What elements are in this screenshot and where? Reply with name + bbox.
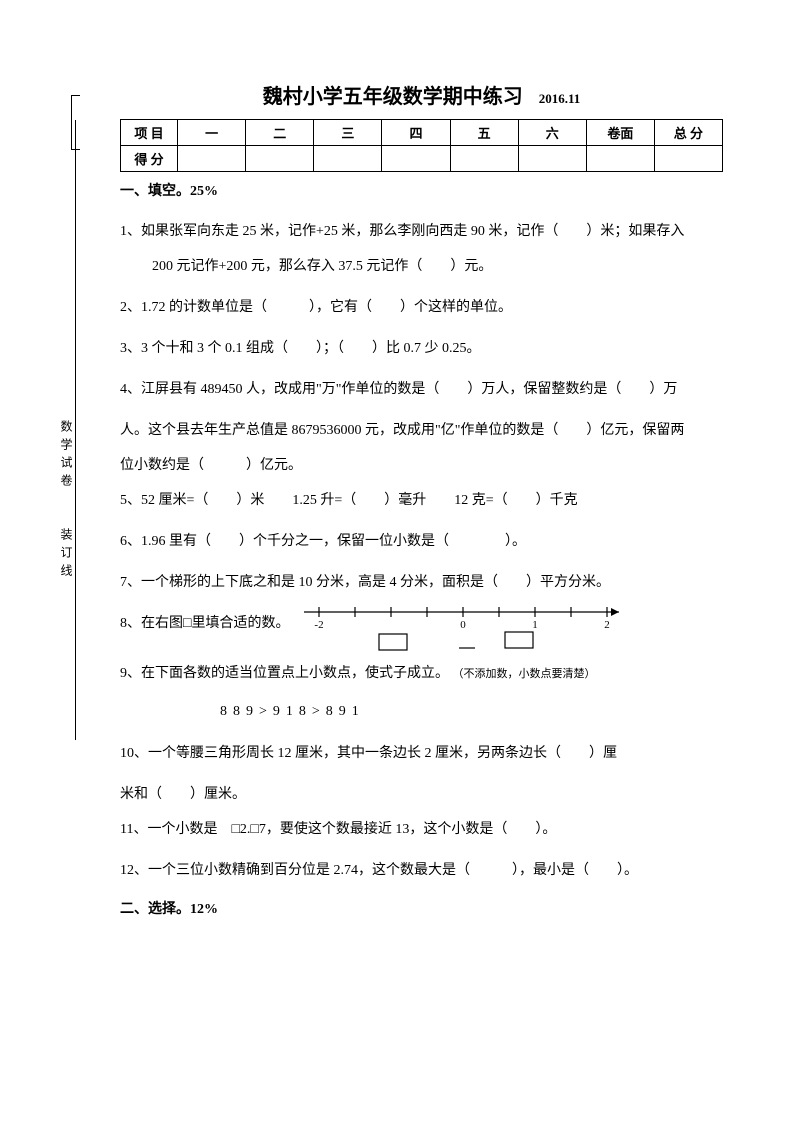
q4-line2: 人。这个县去年生产总值是 8679536000 元，改成用"亿"作单位的数是（ …: [120, 413, 723, 448]
td-blank: [518, 146, 586, 172]
svg-text:0: 0: [461, 619, 467, 631]
td-blank: [246, 146, 314, 172]
table-row: 项 目 一 二 三 四 五 六 卷面 总 分: [121, 120, 723, 146]
table-row: 得 分: [121, 146, 723, 172]
td-blank: [586, 146, 654, 172]
q10-line1: 10、一个等腰三角形周长 12 厘米，其中一条边长 2 厘米，另两条边长（ ）厘: [120, 746, 617, 761]
question-4: 4、江屏县有 489450 人，改成用"万"作单位的数是（ ）万人，保留整数约是…: [120, 372, 723, 407]
score-table: 项 目 一 二 三 四 五 六 卷面 总 分 得 分: [120, 119, 723, 172]
question-2: 2、1.72 的计数单位是（ ），它有（ ）个这样的单位。: [120, 290, 723, 325]
question-9: 9、在下面各数的适当位置点上小数点，使式子成立。 （不添加数，小数点要清楚）: [120, 656, 723, 691]
main-title: 魏村小学五年级数学期中练习: [263, 86, 523, 108]
td-blank: [178, 146, 246, 172]
q1-line1: 1、如果张军向东走 25 米，记作+25 米，那么李刚向西走 90 米，记作（ …: [120, 224, 684, 239]
page-container: 魏村小学五年级数学期中练习 2016.11 项 目 一 二 三 四 五 六 卷面…: [0, 0, 793, 972]
svg-text:1: 1: [533, 619, 539, 631]
q4-line3: 位小数约是（ ）亿元。: [120, 448, 723, 483]
question-5: 5、52 厘米=（ ）米 1.25 升=（ ）毫升 12 克=（ ）千克: [120, 483, 723, 518]
th-total: 总 分: [654, 120, 722, 146]
q10-line2: 米和（ ）厘米。: [120, 777, 723, 812]
q9-note: （不添加数，小数点要清楚）: [453, 668, 596, 680]
td-blank: [654, 146, 722, 172]
q1-line2: 200 元记作+200 元，那么存入 37.5 元记作（ ）元。: [120, 249, 492, 284]
q8-text: 8、在右图□里填合适的数。: [120, 606, 289, 638]
title-row: 魏村小学五年级数学期中练习 2016.11: [120, 80, 723, 109]
question-10: 10、一个等腰三角形周长 12 厘米，其中一条边长 2 厘米，另两条边长（ ）厘: [120, 736, 723, 771]
th-3: 三: [314, 120, 382, 146]
date-label: 2016.11: [539, 91, 581, 106]
th-5: 五: [450, 120, 518, 146]
th-4: 四: [382, 120, 450, 146]
td-blank: [382, 146, 450, 172]
number-line-svg: -2 0 1 2: [299, 600, 639, 652]
question-12: 12、一个三位小数精确到百分位是 2.74，这个数最大是（ ），最小是（ ）。: [120, 853, 723, 888]
th-6: 六: [518, 120, 586, 146]
question-7: 7、一个梯形的上下底之和是 10 分米，高是 4 分米，面积是（ ）平方分米。: [120, 565, 723, 600]
th-2: 二: [246, 120, 314, 146]
question-8: 8、在右图□里填合适的数。 -2 0 1 2: [120, 606, 723, 652]
question-6: 6、1.96 里有（ ）个千分之一，保留一位小数是（ ）。: [120, 524, 723, 559]
question-3: 3、3 个十和 3 个 0.1 组成（ ）；（ ）比 0.7 少 0.25。: [120, 331, 723, 366]
q4-line1: 4、江屏县有 489450 人，改成用"万"作单位的数是（ ）万人，保留整数约是…: [120, 382, 677, 397]
q9-text: 9、在下面各数的适当位置点上小数点，使式子成立。: [120, 666, 449, 681]
svg-text:-2: -2: [315, 619, 324, 631]
q9-numbers: 889>918>891: [120, 697, 723, 728]
td-blank: [450, 146, 518, 172]
svg-text:2: 2: [605, 619, 611, 631]
th-face: 卷面: [586, 120, 654, 146]
question-1: 1、如果张军向东走 25 米，记作+25 米，那么李刚向西走 90 米，记作（ …: [120, 214, 723, 284]
th-1: 一: [178, 120, 246, 146]
section-2-header: 二、选择。12%: [120, 898, 723, 918]
section-1-header: 一、填空。25%: [120, 180, 723, 200]
td-blank: [314, 146, 382, 172]
th-item: 项 目: [121, 120, 178, 146]
td-score-label: 得 分: [121, 146, 178, 172]
question-11: 11、一个小数是 □2.□7，要使这个数最接近 13，这个小数是（ ）。: [120, 812, 723, 847]
